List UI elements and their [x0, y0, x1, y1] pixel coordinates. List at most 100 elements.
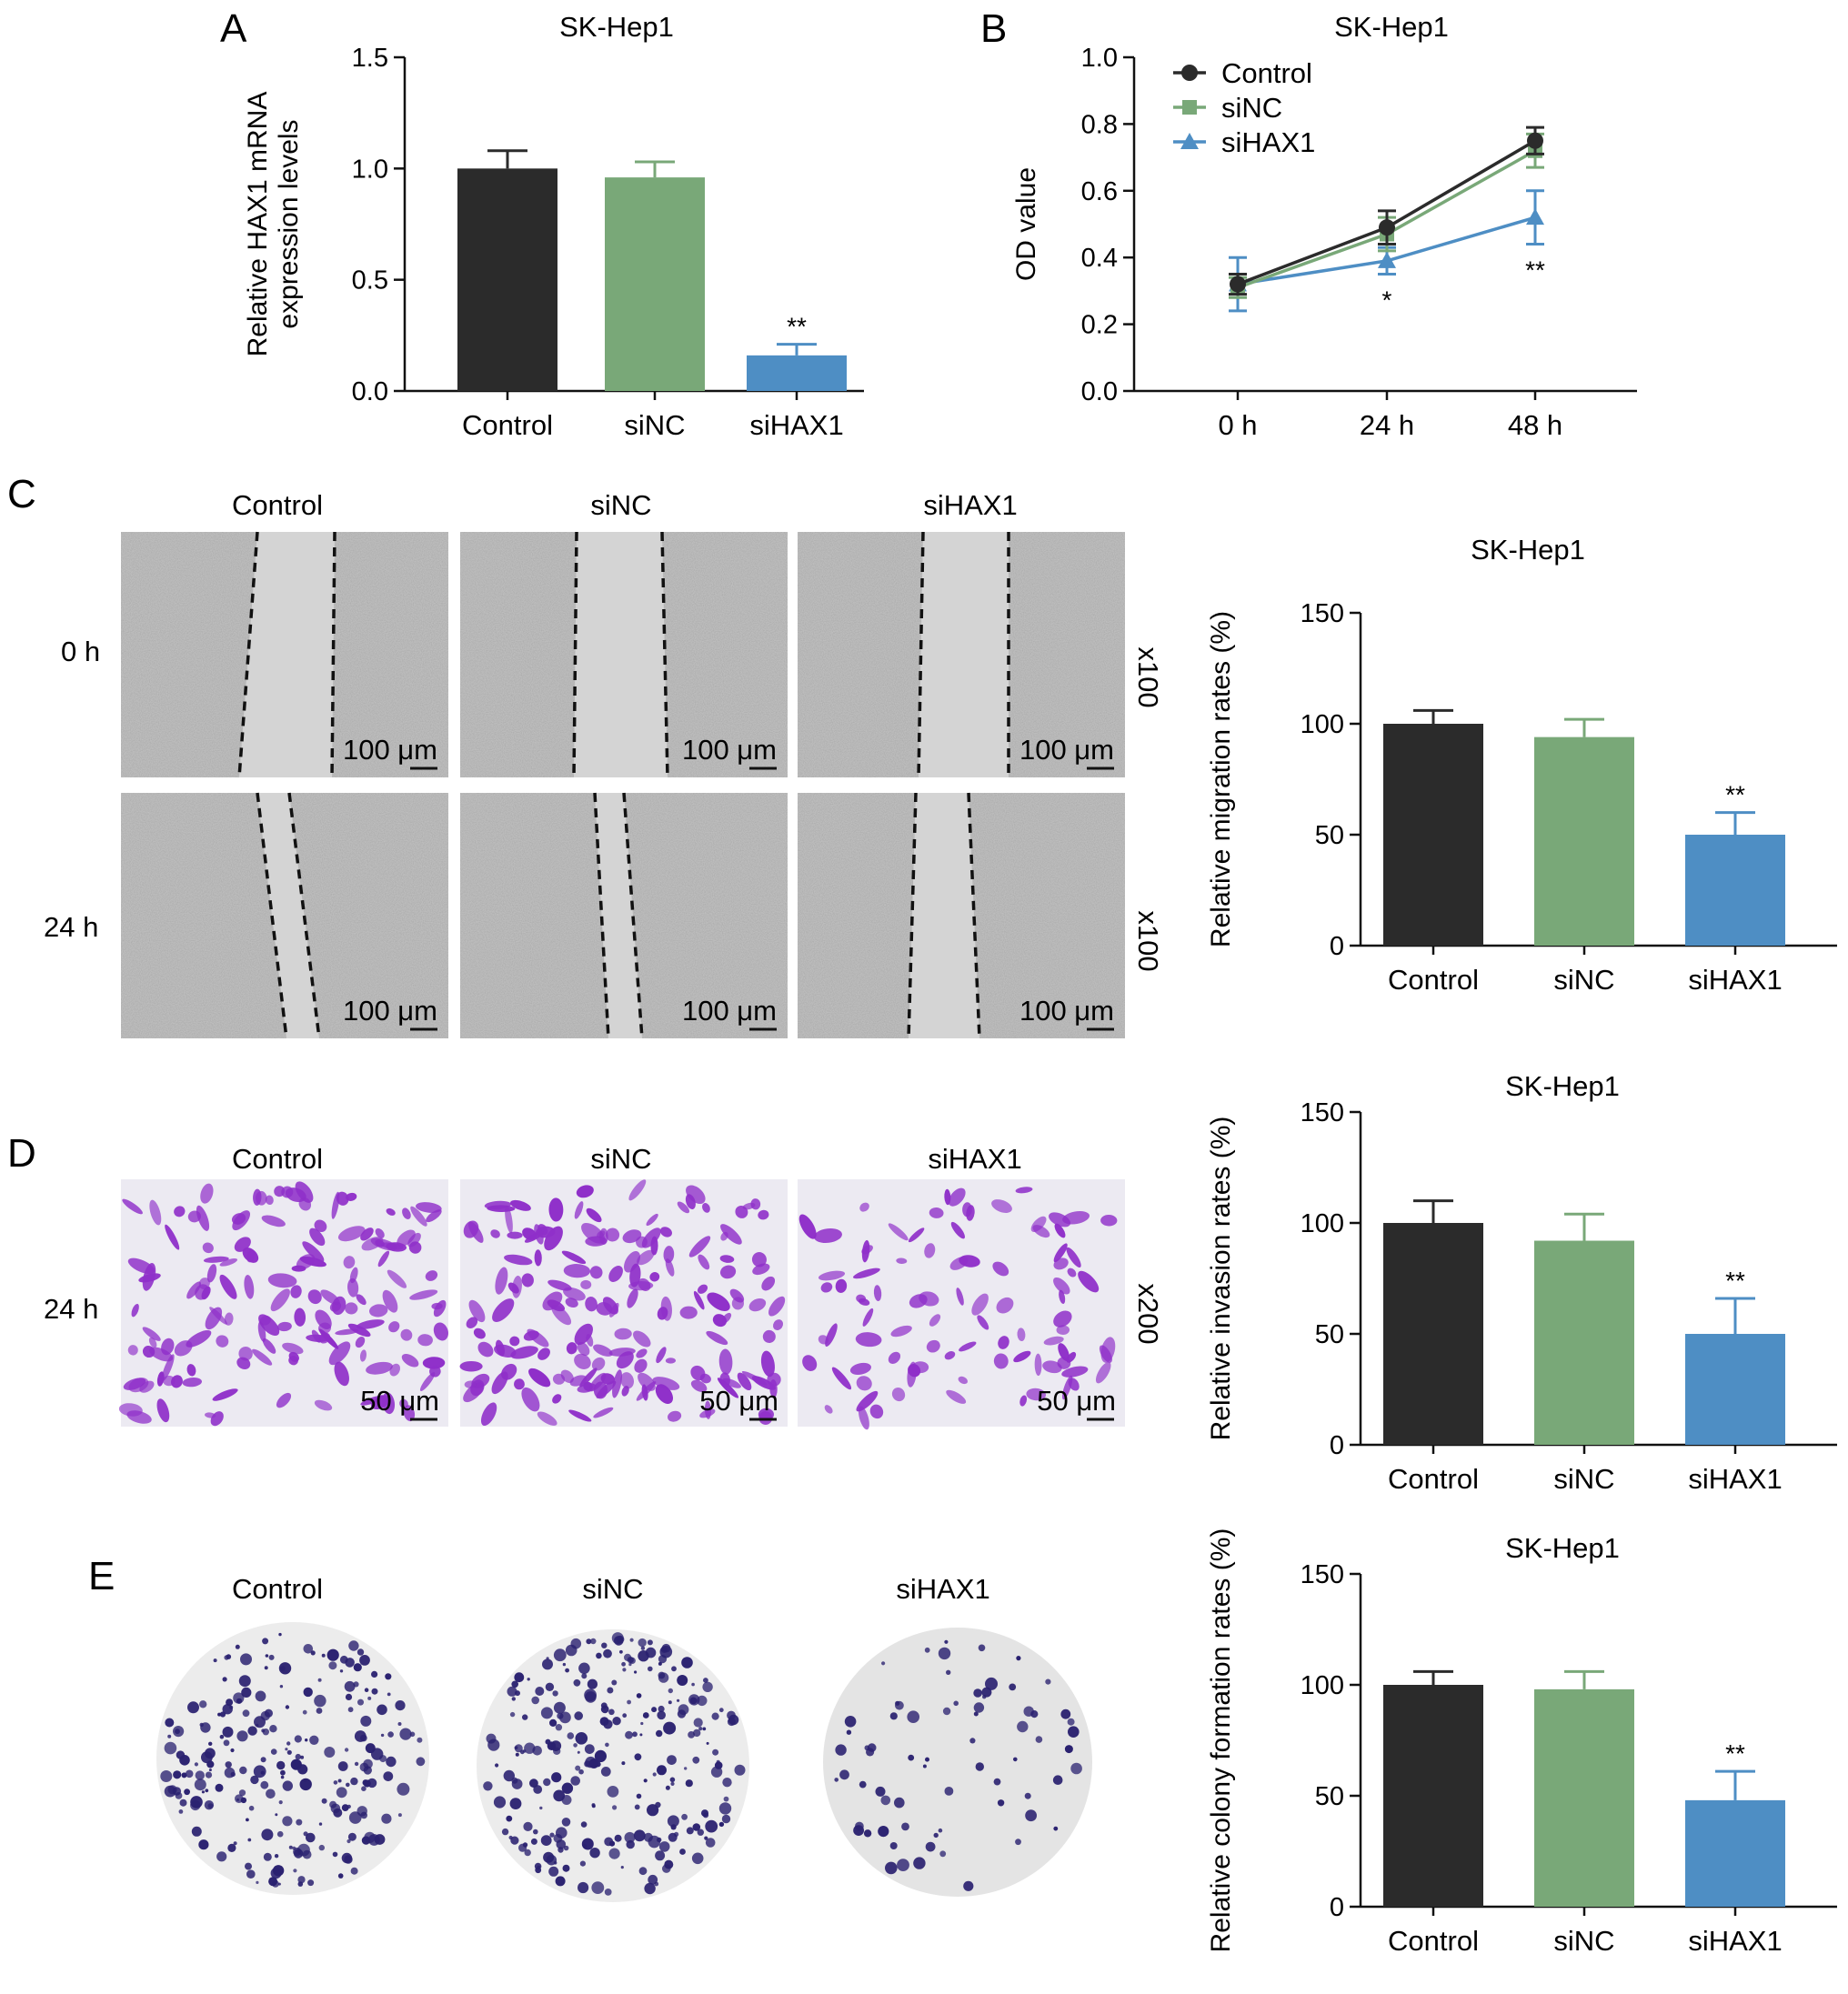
- colony: [686, 1827, 694, 1835]
- colony: [238, 1675, 251, 1688]
- colony: [885, 1861, 898, 1875]
- c-mag-label-row1: x100: [1132, 646, 1164, 707]
- colony: [321, 1653, 326, 1658]
- stained-cell: [690, 1379, 708, 1393]
- scale-bar-label: 50 μm: [360, 1385, 439, 1417]
- panel-letter-a: A: [220, 6, 247, 51]
- stained-cell: [425, 1270, 438, 1281]
- stained-cell: [633, 1330, 651, 1348]
- chart-d-invasion: SK-Hep1 0 50 100 150 Relative invasion rates …: [1206, 1070, 1837, 1495]
- colony: [612, 1717, 621, 1726]
- colony: [330, 1803, 341, 1814]
- colony: [416, 1757, 426, 1767]
- stained-cell: [200, 1183, 214, 1204]
- data-point-circle: [1230, 276, 1246, 293]
- colony: [254, 1716, 266, 1728]
- stained-cell: [761, 1276, 776, 1291]
- colony: [395, 1700, 406, 1711]
- colony: [160, 1770, 173, 1782]
- stained-cell: [426, 1209, 442, 1223]
- stained-cell: [368, 1304, 388, 1318]
- colony: [581, 1838, 594, 1850]
- colony: [901, 1822, 909, 1831]
- colony: [309, 1735, 319, 1746]
- stained-cell: [507, 1231, 523, 1239]
- stained-cell: [962, 1202, 972, 1217]
- scale-bar-label: 100 μm: [343, 995, 437, 1027]
- colony: [652, 1772, 657, 1777]
- stained-cell: [291, 1265, 306, 1272]
- stained-cell: [356, 1294, 367, 1306]
- bar-sihax1: [1685, 1334, 1785, 1445]
- stained-cell: [574, 1353, 591, 1369]
- stained-cell: [1059, 1289, 1066, 1304]
- colony: [380, 1733, 385, 1738]
- colony: [549, 1832, 555, 1838]
- y-tick-label: 150: [1301, 1098, 1344, 1127]
- colony: [350, 1867, 358, 1875]
- colony: [280, 1775, 285, 1779]
- colony: [600, 1767, 611, 1777]
- y-tick-label: 0.4: [1081, 244, 1118, 273]
- wound-edge-line: [593, 792, 610, 1039]
- stained-cell: [187, 1210, 201, 1223]
- colony: [297, 1843, 310, 1857]
- stained-cell: [602, 1297, 618, 1315]
- colony: [681, 1657, 693, 1668]
- stained-cell: [971, 1293, 989, 1316]
- stained-cell: [608, 1348, 636, 1357]
- colony: [282, 1780, 293, 1791]
- colony: [633, 1829, 646, 1842]
- data-point-square: [1182, 100, 1197, 115]
- stained-cell: [768, 1296, 786, 1317]
- colony: [511, 1697, 516, 1701]
- colony: [589, 1848, 600, 1859]
- colony: [333, 1780, 338, 1785]
- colony: [345, 1658, 355, 1668]
- colony: [693, 1718, 703, 1728]
- colony: [276, 1760, 286, 1770]
- bar-sinc: [1534, 1688, 1634, 1907]
- stained-cell: [422, 1357, 446, 1369]
- colony: [272, 1880, 279, 1888]
- stained-cell: [386, 1207, 396, 1216]
- stained-cell: [996, 1297, 1014, 1314]
- colony: [361, 1786, 367, 1791]
- colony: [278, 1800, 283, 1805]
- stained-cell: [375, 1227, 385, 1238]
- y-axis-label-line: Relative invasion rates (%): [1206, 1117, 1236, 1441]
- stained-cell: [614, 1328, 632, 1340]
- colony: [859, 1780, 867, 1789]
- stained-cell: [1032, 1225, 1050, 1238]
- scratch-image-sihax1-0h: 100 μm: [798, 531, 1125, 778]
- chart-title: SK-Hep1: [1334, 11, 1449, 43]
- wound-edge-line: [237, 531, 259, 778]
- stained-cell: [649, 1272, 660, 1282]
- y-axis-label: Relative invasion rates (%): [1206, 1117, 1236, 1441]
- stained-cell: [891, 1387, 906, 1402]
- y-tick-label: 0.6: [1081, 177, 1118, 206]
- colony: [286, 1741, 291, 1746]
- stained-cell: [1053, 1310, 1072, 1328]
- stained-cell: [459, 1360, 483, 1372]
- colony: [213, 1658, 217, 1663]
- colony: [535, 1687, 545, 1696]
- colony: [508, 1835, 513, 1840]
- colony: [260, 1757, 266, 1763]
- bar-sinc: [605, 177, 705, 391]
- y-axis-label: OD value: [1011, 167, 1041, 281]
- colony: [529, 1779, 538, 1789]
- y-axis-label-line: expression levels: [274, 119, 304, 328]
- y-tick-label: 50: [1315, 1320, 1344, 1349]
- stained-cell: [347, 1323, 371, 1338]
- colony: [701, 1809, 708, 1818]
- stained-cell: [946, 1389, 967, 1404]
- colony: [691, 1682, 695, 1687]
- stained-cell: [433, 1322, 448, 1341]
- stained-cell: [856, 1294, 867, 1303]
- colony: [173, 1770, 182, 1779]
- colony: [584, 1760, 591, 1768]
- colony: [599, 1717, 609, 1726]
- stained-cell: [257, 1321, 266, 1342]
- colony: [303, 1779, 307, 1782]
